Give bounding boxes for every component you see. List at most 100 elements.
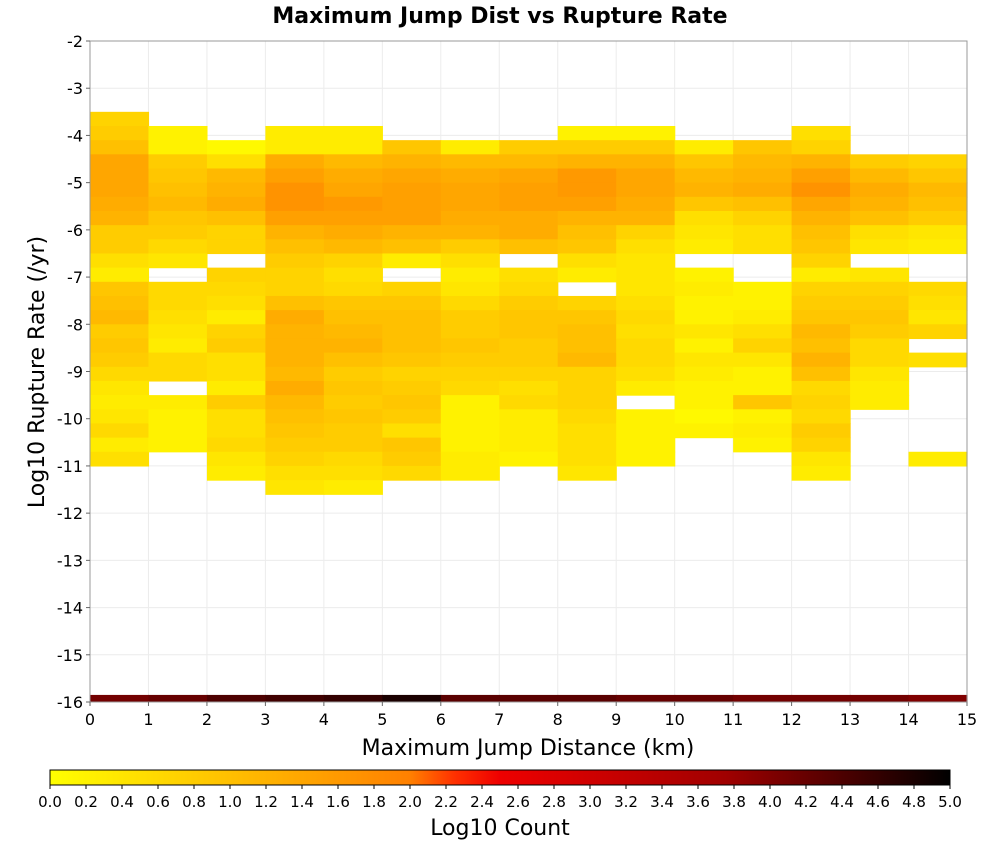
heatmap-cell bbox=[499, 267, 559, 283]
heatmap-cell bbox=[733, 338, 793, 354]
heatmap-cell bbox=[440, 310, 500, 325]
heatmap-cell bbox=[148, 437, 208, 453]
heatmap-cell bbox=[323, 380, 383, 396]
heatmap-cells bbox=[90, 111, 968, 702]
colorbar-label: Log10 Count bbox=[430, 816, 570, 841]
y-tick-label: -9 bbox=[67, 363, 83, 382]
heatmap-cell bbox=[616, 225, 676, 240]
heatmap-cell-bottom bbox=[616, 694, 676, 702]
heatmap-cell bbox=[791, 423, 851, 439]
heatmap-cell bbox=[440, 338, 500, 354]
heatmap-cell bbox=[265, 451, 325, 467]
heatmap-cell bbox=[323, 125, 383, 141]
heatmap-cell bbox=[850, 281, 910, 297]
heatmap-cell bbox=[557, 380, 617, 396]
heatmap-cell bbox=[557, 338, 617, 354]
heatmap-cell bbox=[850, 196, 910, 212]
heatmap-cell bbox=[499, 295, 559, 311]
heatmap-cell bbox=[382, 380, 442, 396]
heatmap-cell bbox=[616, 338, 676, 354]
x-tick-label: 11 bbox=[723, 710, 743, 729]
colorbar-tick-label: 0.2 bbox=[74, 793, 98, 811]
colorbar-tick-label: 4.2 bbox=[794, 793, 818, 811]
heatmap-cell bbox=[206, 451, 266, 467]
heatmap-cell bbox=[557, 437, 617, 453]
heatmap-cell bbox=[148, 324, 208, 340]
heatmap-cell bbox=[90, 380, 150, 396]
heatmap-cell bbox=[90, 409, 150, 425]
heatmap-cell bbox=[499, 380, 559, 396]
heatmap-cell bbox=[265, 423, 325, 439]
heatmap-cell bbox=[382, 338, 442, 354]
heatmap-cell bbox=[616, 281, 676, 297]
colorbar-tick-label: 3.8 bbox=[722, 793, 746, 811]
heatmap-cell bbox=[90, 295, 150, 311]
heatmap-cell bbox=[382, 225, 442, 240]
heatmap-cell bbox=[206, 310, 266, 325]
heatmap-cell bbox=[674, 295, 734, 311]
x-tick-label: 10 bbox=[664, 710, 684, 729]
y-tick-label: -16 bbox=[57, 693, 83, 712]
heatmap-cell bbox=[557, 395, 617, 410]
heatmap-cell bbox=[791, 409, 851, 425]
heatmap-cell bbox=[791, 352, 851, 368]
heatmap-cell bbox=[206, 409, 266, 425]
y-tick-label: -11 bbox=[57, 457, 83, 476]
heatmap-cell bbox=[616, 168, 676, 184]
heatmap-cell bbox=[850, 324, 910, 340]
heatmap-cell bbox=[382, 437, 442, 453]
heatmap-cell bbox=[674, 380, 734, 396]
heatmap-cell bbox=[440, 352, 500, 368]
heatmap-cell bbox=[265, 409, 325, 425]
heatmap-cell bbox=[323, 295, 383, 311]
colorbar-tick-label: 3.2 bbox=[614, 793, 638, 811]
heatmap-cell bbox=[382, 253, 442, 269]
x-tick-label: 8 bbox=[553, 710, 563, 729]
colorbar-tick-label: 1.2 bbox=[254, 793, 278, 811]
heatmap-cell bbox=[323, 423, 383, 439]
heatmap-cell bbox=[499, 225, 559, 240]
heatmap-cell bbox=[440, 395, 500, 410]
heatmap-cell bbox=[148, 310, 208, 325]
heatmap-cell bbox=[557, 324, 617, 340]
heatmap-cell bbox=[674, 154, 734, 170]
heatmap-cell bbox=[90, 168, 150, 184]
heatmap-cell bbox=[733, 352, 793, 368]
heatmap-cell-bottom bbox=[499, 694, 559, 702]
heatmap-cell bbox=[148, 196, 208, 212]
heatmap-cell bbox=[90, 225, 150, 240]
y-tick-label: -3 bbox=[67, 79, 83, 98]
colorbar-tick-label: 2.8 bbox=[542, 793, 566, 811]
y-tick-label: -10 bbox=[57, 410, 83, 429]
heatmap-cell bbox=[733, 295, 793, 311]
heatmap-cell bbox=[90, 140, 150, 155]
heatmap-cell bbox=[148, 281, 208, 297]
heatmap-cell bbox=[908, 451, 968, 467]
y-tick-label: -13 bbox=[57, 551, 83, 570]
colorbar-tick-label: 5.0 bbox=[938, 793, 962, 811]
heatmap-cell bbox=[323, 281, 383, 297]
heatmap-cell bbox=[90, 281, 150, 297]
colorbar-tick-label: 1.6 bbox=[326, 793, 350, 811]
heatmap-cell bbox=[791, 437, 851, 453]
heatmap-cell bbox=[791, 239, 851, 255]
heatmap-cell bbox=[499, 168, 559, 184]
heatmap-cell bbox=[850, 366, 910, 382]
heatmap-cell bbox=[206, 465, 266, 481]
heatmap-cell bbox=[733, 239, 793, 255]
y-tick-label: -6 bbox=[67, 221, 83, 240]
colorbar-tick-label: 4.4 bbox=[830, 793, 854, 811]
heatmap-cell bbox=[674, 182, 734, 198]
heatmap-cell bbox=[265, 140, 325, 155]
heatmap-cell bbox=[499, 338, 559, 354]
heatmap-cell bbox=[382, 239, 442, 255]
heatmap-cell bbox=[850, 168, 910, 184]
heatmap-cell bbox=[382, 182, 442, 198]
heatmap-cell bbox=[616, 366, 676, 382]
heatmap-cell bbox=[499, 451, 559, 467]
heatmap-cell bbox=[206, 182, 266, 198]
heatmap-cell bbox=[265, 465, 325, 481]
heatmap-cell-bottom bbox=[382, 694, 442, 702]
heatmap-cell bbox=[265, 338, 325, 354]
heatmap-cell bbox=[908, 310, 968, 325]
